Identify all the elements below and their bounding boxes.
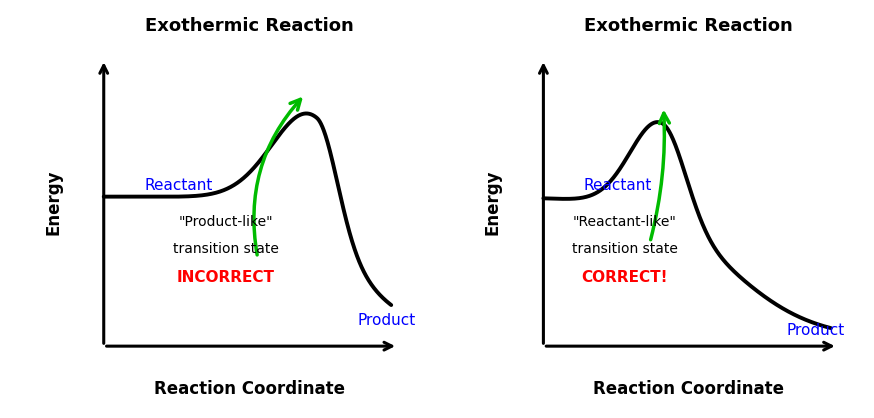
Text: Reaction Coordinate: Reaction Coordinate <box>593 380 784 398</box>
Text: transition state: transition state <box>572 242 677 256</box>
Text: Product: Product <box>357 313 416 328</box>
Text: transition state: transition state <box>172 242 279 256</box>
Text: Reactant: Reactant <box>584 178 652 194</box>
Text: Exothermic Reaction: Exothermic Reaction <box>585 17 794 35</box>
Text: Energy: Energy <box>483 170 502 235</box>
Text: "Reactant-like": "Reactant-like" <box>572 215 676 229</box>
Text: Reaction Coordinate: Reaction Coordinate <box>154 380 344 398</box>
Text: CORRECT!: CORRECT! <box>581 270 668 285</box>
Text: Energy: Energy <box>44 170 62 235</box>
Text: "Product-like": "Product-like" <box>178 215 273 229</box>
Text: Reactant: Reactant <box>144 178 212 194</box>
Text: Product: Product <box>787 323 845 338</box>
Text: INCORRECT: INCORRECT <box>177 270 274 285</box>
Text: Exothermic Reaction: Exothermic Reaction <box>145 17 354 35</box>
